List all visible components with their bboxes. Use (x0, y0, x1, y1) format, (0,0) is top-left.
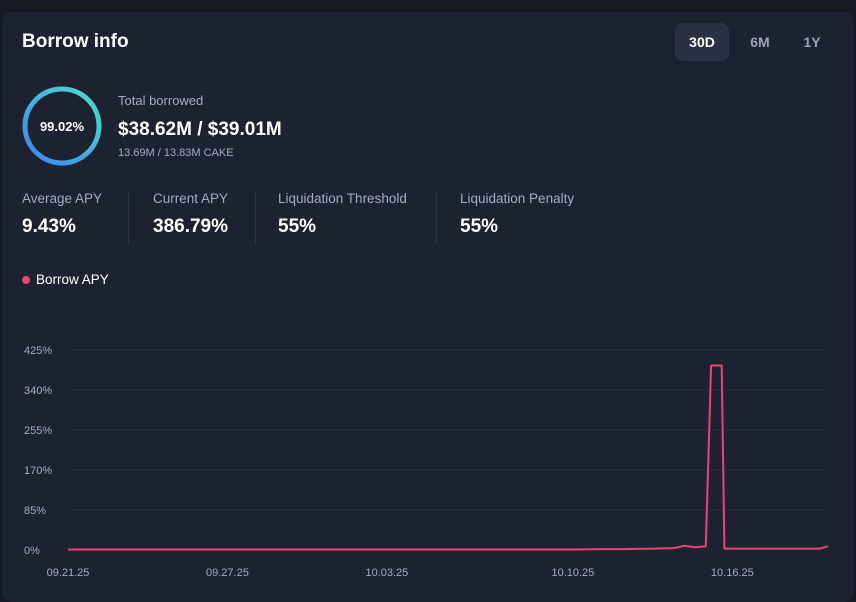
y-tick-label: 170% (24, 465, 52, 477)
y-tick-label: 0% (24, 545, 40, 557)
range-1y-button[interactable]: 1Y (803, 34, 821, 50)
x-tick-label: 10.03.25 (365, 567, 408, 579)
x-tick-label: 10.10.25 (551, 567, 594, 579)
stat-liquidation-penalty: Liquidation Penalty 55% (460, 191, 574, 238)
y-tick-label: 340% (24, 385, 52, 397)
chart-legend[interactable]: Borrow APY (22, 272, 109, 287)
utilization-percent: 99.02% (39, 118, 85, 134)
y-tick-label: 425% (24, 345, 52, 357)
stat-label: Liquidation Threshold (278, 191, 407, 206)
stat-label: Average APY (22, 191, 103, 206)
legend-dot-icon (22, 275, 30, 284)
utilization-ring-arc (22, 86, 102, 166)
x-tick-label: 09.27.25 (206, 567, 249, 579)
stat-label: Liquidation Penalty (460, 191, 575, 206)
total-borrowed-value: $38.62M / $39.01M (118, 119, 282, 140)
page-title: Borrow info (22, 31, 129, 52)
stat-current-apy: Current APY 386.79% (153, 191, 228, 238)
total-borrowed-label: Total borrowed (118, 93, 204, 108)
x-tick-label: 09.21.25 (47, 567, 90, 579)
stat-liquidation-threshold: Liquidation Threshold 55% (278, 191, 407, 238)
stat-value: 55% (460, 216, 499, 237)
stat-divider (128, 191, 129, 244)
stat-value: 9.43% (22, 216, 76, 237)
x-tick-label: 10.16.25 (711, 567, 754, 579)
total-borrowed-token-amount: 13.69M / 13.83M CAKE (118, 147, 234, 159)
y-tick-label: 255% (24, 425, 52, 437)
series-line-borrow-apy (68, 364, 829, 551)
y-tick-label: 85% (24, 505, 46, 517)
stat-value: 386.79% (153, 216, 229, 237)
stat-average-apy: Average APY 9.43% (22, 191, 102, 238)
range-30d-button[interactable]: 30D (675, 23, 729, 61)
stat-divider (436, 191, 437, 244)
stat-label: Current APY (153, 191, 229, 206)
stat-divider (255, 191, 256, 244)
range-6m-button[interactable]: 6M (750, 34, 770, 50)
borrow-info-card (2, 12, 854, 602)
legend-label: Borrow APY (36, 272, 109, 287)
utilization-ring (22, 86, 102, 166)
stat-value: 55% (278, 216, 317, 237)
